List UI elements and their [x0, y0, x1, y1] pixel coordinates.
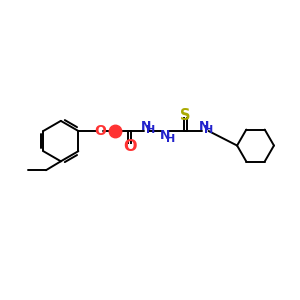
- Text: H: H: [146, 125, 155, 135]
- Text: S: S: [180, 108, 191, 123]
- Text: H: H: [204, 125, 214, 135]
- Text: N: N: [199, 120, 209, 133]
- Text: N: N: [160, 129, 170, 142]
- Text: N: N: [141, 120, 151, 133]
- Text: O: O: [94, 124, 106, 138]
- Text: O: O: [123, 139, 136, 154]
- Text: H: H: [166, 134, 175, 144]
